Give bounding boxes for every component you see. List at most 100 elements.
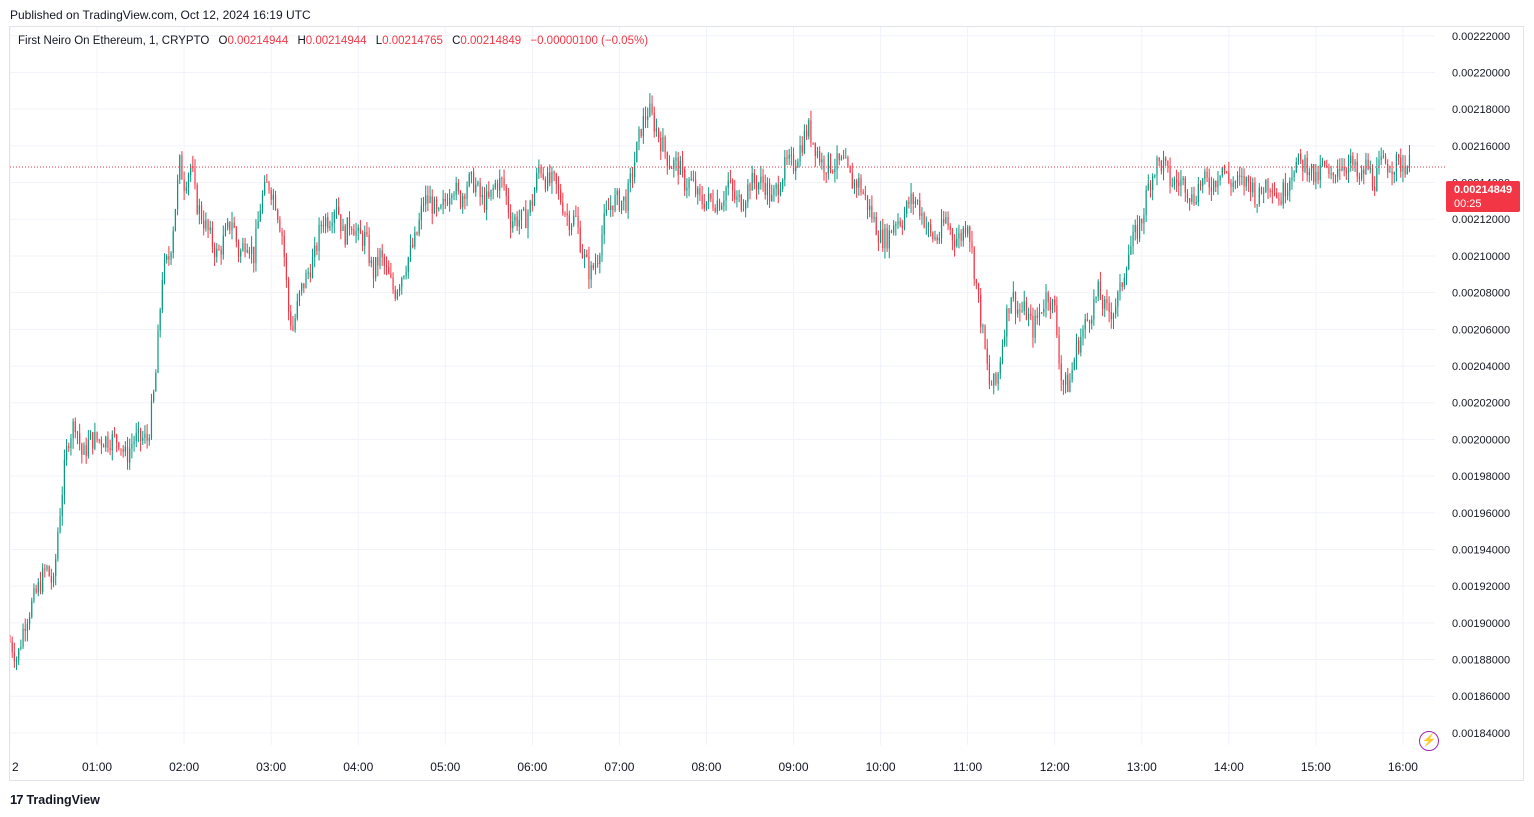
candle-body xyxy=(949,226,951,230)
candle-body xyxy=(1004,336,1006,345)
x-tick-label: 08:00 xyxy=(691,760,721,774)
candle-body xyxy=(150,401,153,439)
candle-body xyxy=(388,266,390,274)
candle-body xyxy=(468,174,470,186)
candle-body xyxy=(977,283,980,295)
candle-body xyxy=(586,254,588,257)
candle-body xyxy=(516,216,518,227)
candle-body xyxy=(1008,308,1010,314)
candle-body xyxy=(1282,182,1284,205)
candle-body xyxy=(320,224,322,226)
open-label: O xyxy=(218,35,228,47)
candle-body xyxy=(401,277,403,288)
candle-body xyxy=(224,227,227,236)
candle-body xyxy=(451,195,453,198)
candle-body xyxy=(660,137,662,152)
tradingview-brand[interactable]: 17 TradingView xyxy=(10,792,100,807)
candle-body xyxy=(564,213,566,215)
candle-body xyxy=(1221,167,1223,176)
candle-body xyxy=(433,199,436,214)
candle-body xyxy=(612,205,614,211)
lightning-icon[interactable]: ⚡ xyxy=(1419,731,1439,751)
candle-body xyxy=(431,196,433,214)
candle-body xyxy=(211,227,214,247)
candle-body xyxy=(505,186,507,196)
candle-body xyxy=(1400,157,1402,172)
candle-body xyxy=(997,373,999,384)
candle-body xyxy=(993,373,995,386)
candle-body xyxy=(10,641,11,643)
candle-body xyxy=(390,273,392,278)
candle-body xyxy=(24,628,26,631)
candle-body xyxy=(1389,171,1391,173)
candle-body xyxy=(368,234,370,264)
candle-body xyxy=(1184,178,1186,193)
candle-body xyxy=(1128,254,1130,270)
candle-body xyxy=(990,384,993,386)
candle-body xyxy=(1078,340,1080,353)
candle-body xyxy=(893,225,895,233)
candle-body xyxy=(694,180,697,195)
candle-body xyxy=(686,187,688,191)
candle-body xyxy=(642,116,644,137)
candle-body xyxy=(1378,159,1380,169)
candle-body xyxy=(971,241,973,248)
candle-body xyxy=(1300,153,1302,160)
candle-body xyxy=(583,254,586,258)
candle-body xyxy=(394,289,396,299)
candle-body xyxy=(196,184,198,214)
candle-body xyxy=(1010,298,1012,314)
candle-body xyxy=(938,238,940,241)
candle-body xyxy=(527,212,529,229)
candle-body xyxy=(631,173,634,178)
candle-body xyxy=(1104,299,1106,309)
candle-body xyxy=(1108,302,1110,312)
candle-body xyxy=(777,184,779,196)
candle-body xyxy=(176,179,179,210)
candle-body xyxy=(1226,171,1228,173)
candle-body xyxy=(618,190,621,211)
candle-body xyxy=(398,287,401,291)
candle-body xyxy=(1356,161,1358,177)
candle-body xyxy=(919,200,921,216)
candle-body xyxy=(92,432,94,449)
candle-body xyxy=(144,433,146,439)
candle-body xyxy=(1402,165,1404,172)
candle-body xyxy=(1084,319,1086,330)
x-tick-label: 11:00 xyxy=(953,760,982,774)
candle-body xyxy=(1326,165,1328,168)
candle-body xyxy=(327,217,329,229)
candle-body xyxy=(359,227,362,234)
candle-body xyxy=(999,361,1001,374)
candlestick-chart[interactable]: 0.00184000 0.00186000 0.00188000 0.00190000… xyxy=(10,27,1523,780)
candle-body xyxy=(1230,182,1232,188)
candle-body xyxy=(301,283,303,292)
chart-panel[interactable]: 0.00184000 0.00186000 0.00188000 0.00190000… xyxy=(9,26,1524,781)
candle-body xyxy=(472,172,475,193)
candle-body xyxy=(403,275,405,278)
candle-body xyxy=(15,659,18,662)
candle-body xyxy=(1321,160,1324,165)
candle-body xyxy=(153,391,155,402)
candle-body xyxy=(33,588,35,601)
candle-body xyxy=(57,532,59,559)
candle-body xyxy=(853,180,856,189)
candle-body xyxy=(749,184,751,191)
candle-body xyxy=(544,178,547,190)
candle-body xyxy=(1273,192,1276,194)
candle-body xyxy=(357,227,359,231)
candle-body xyxy=(1043,308,1045,313)
bar-countdown: 00:25 xyxy=(1454,198,1482,210)
candle-body xyxy=(546,172,549,190)
candle-body xyxy=(172,230,174,253)
candle-body xyxy=(1384,155,1387,164)
symbol-label[interactable]: First Neiro On Ethereum, 1, CRYPTO xyxy=(18,35,210,47)
candle-body xyxy=(216,248,218,257)
candle-body xyxy=(570,224,573,231)
published-caption: Published on TradingView.com, Oct 12, 20… xyxy=(10,8,311,22)
candle-body xyxy=(1204,171,1206,179)
candle-body xyxy=(1167,160,1169,166)
candle-body xyxy=(666,152,668,166)
candle-body xyxy=(1051,299,1054,310)
candle-body xyxy=(246,250,248,253)
